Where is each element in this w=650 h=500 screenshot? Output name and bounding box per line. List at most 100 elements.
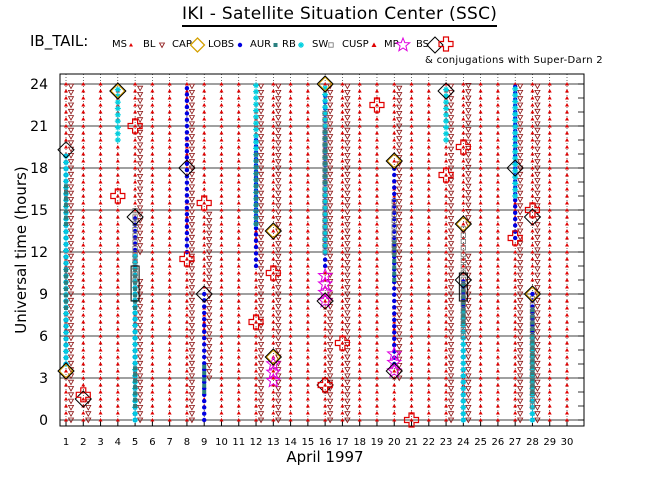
bl-point <box>396 136 403 142</box>
bl-point <box>67 310 75 317</box>
sw-point <box>460 301 466 308</box>
bl-point <box>67 329 75 336</box>
lobs-point <box>322 263 328 269</box>
bl-point <box>534 234 541 241</box>
ms-point <box>271 96 276 100</box>
bl-point <box>534 121 541 128</box>
bl-point <box>465 253 472 260</box>
ms-point <box>444 390 449 394</box>
ms-point <box>115 271 120 275</box>
mp-point <box>317 275 334 292</box>
bl-point <box>447 354 455 361</box>
ms-point <box>374 180 379 184</box>
ms-point <box>133 110 138 114</box>
ms-point <box>236 383 241 387</box>
ms-point <box>530 187 535 191</box>
bl-point <box>516 417 524 424</box>
ms-point <box>461 180 466 184</box>
bl-point <box>67 304 75 310</box>
bl-point <box>516 140 524 147</box>
ms-point <box>288 229 293 233</box>
ms-point <box>98 334 103 338</box>
bl-point <box>447 285 455 292</box>
ms-point <box>340 320 345 324</box>
ms-point <box>461 264 466 268</box>
ms-point <box>288 103 293 107</box>
lobs-point <box>512 223 518 228</box>
ms-point <box>150 124 155 128</box>
ms-point <box>409 376 414 380</box>
aur-point <box>530 383 535 388</box>
ms-point <box>409 264 414 268</box>
ms-point <box>254 229 259 233</box>
ms-point <box>547 131 552 135</box>
ms-point <box>530 243 535 247</box>
bl-point <box>344 405 351 411</box>
sw-point <box>322 148 328 154</box>
lobs-point <box>184 230 190 236</box>
ms-point <box>236 257 241 261</box>
ms-point <box>357 166 362 170</box>
ms-point <box>288 173 293 177</box>
rb-point <box>63 247 69 254</box>
bl-point <box>465 342 472 348</box>
ms-point <box>219 404 224 408</box>
ms-point <box>219 355 224 359</box>
ms-point <box>64 124 68 128</box>
legend-label-bl: BL <box>143 39 156 50</box>
ms-point <box>133 103 138 107</box>
aur-point <box>530 314 535 319</box>
bl-point <box>516 146 524 153</box>
ms-point <box>565 131 569 135</box>
ms-point <box>184 96 189 100</box>
ms-point <box>305 334 310 338</box>
ms-point <box>184 411 189 415</box>
ms-point <box>271 110 276 114</box>
ms-point <box>340 201 345 205</box>
bl-point <box>275 165 282 172</box>
aur-point <box>254 184 259 189</box>
ms-point <box>340 376 345 380</box>
ms-point <box>202 271 207 275</box>
bl-point <box>344 411 351 418</box>
bl-point <box>534 335 541 342</box>
bl-point <box>188 323 196 329</box>
aur-point <box>133 378 138 383</box>
ms-point <box>288 362 293 366</box>
ms-point <box>81 264 86 268</box>
rb-point <box>63 260 69 267</box>
rb-point <box>512 123 519 130</box>
ms-point <box>323 348 328 352</box>
ms-point <box>374 355 379 359</box>
ms-point <box>513 355 518 359</box>
ms-point <box>288 117 293 121</box>
ms-point <box>340 243 345 247</box>
bl-point <box>188 360 196 367</box>
bl-point <box>344 392 351 399</box>
bl-point <box>67 83 75 90</box>
ms-point <box>444 397 449 401</box>
ms-point <box>340 110 345 114</box>
bl-point <box>257 222 265 229</box>
bl-point <box>447 310 455 317</box>
ms-point <box>184 292 189 296</box>
bl-point <box>396 331 403 338</box>
ms-point <box>340 159 345 163</box>
conjugation-point <box>524 202 541 218</box>
bl-point <box>257 228 265 235</box>
ms-point <box>426 152 431 156</box>
cap-point <box>265 223 282 239</box>
ms-point <box>461 194 466 198</box>
ms-point <box>409 124 414 128</box>
ms-point <box>426 313 431 317</box>
bl-point <box>447 121 455 128</box>
ms-point <box>340 299 345 303</box>
ms-point <box>184 404 189 408</box>
bl-point <box>534 310 541 317</box>
ms-point <box>461 173 466 177</box>
ms-point <box>184 327 189 331</box>
ms-point <box>64 96 68 100</box>
bl-point <box>206 262 213 268</box>
ms-point <box>81 243 86 247</box>
